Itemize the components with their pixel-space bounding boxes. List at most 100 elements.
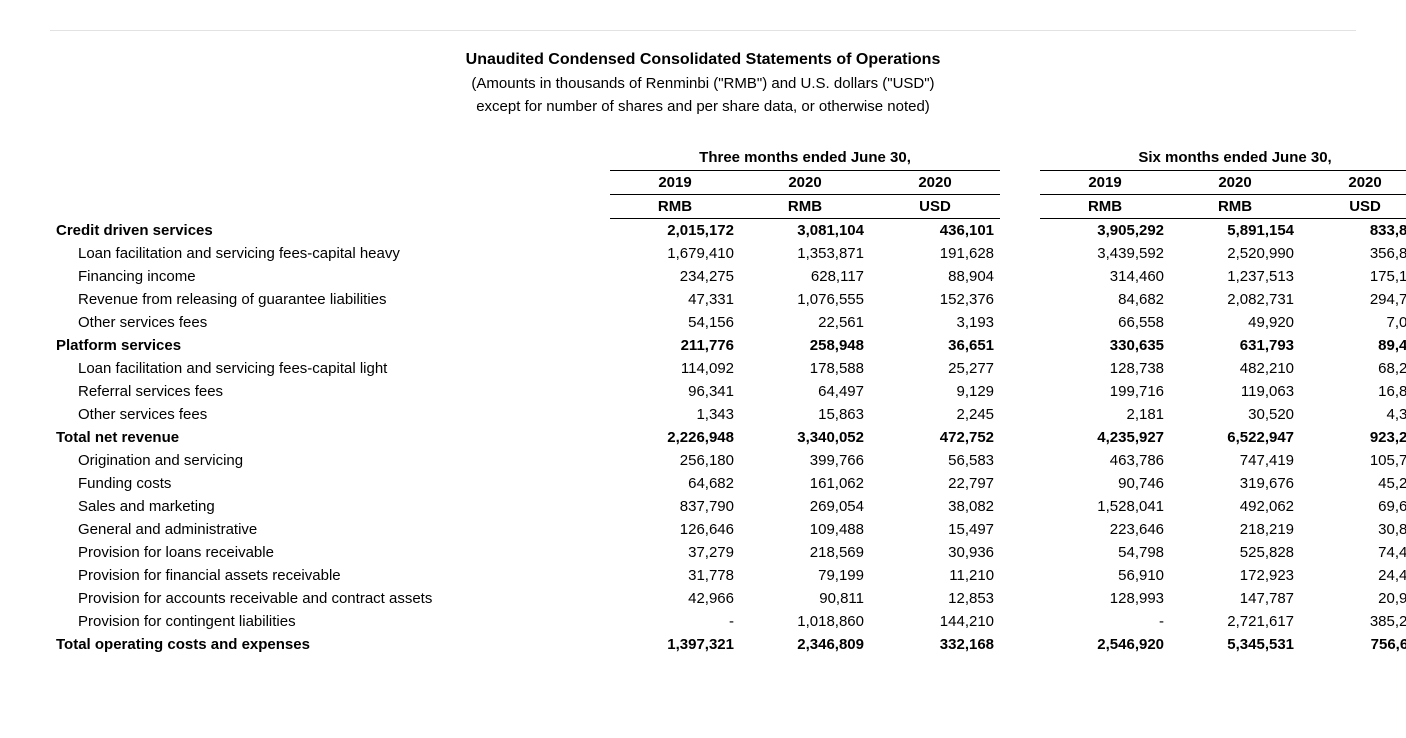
cell-value: 319,676 [1170, 472, 1300, 495]
cell-value: 147,787 [1170, 587, 1300, 610]
cell-value: 399,766 [740, 449, 870, 472]
cell-value: 463,786 [1040, 449, 1170, 472]
cell-value: 2,015,172 [610, 219, 740, 243]
cell-value: 175,159 [1300, 265, 1406, 288]
cell-value: 38,082 [870, 495, 1000, 518]
cell-value: 25,277 [870, 357, 1000, 380]
cell-value: - [1040, 610, 1170, 633]
cell-value: 49,920 [1170, 311, 1300, 334]
cell-value: 1,343 [610, 403, 740, 426]
row-label: Other services fees [50, 403, 610, 426]
table-row: Origination and servicing256,180399,7665… [50, 449, 1406, 472]
cell-value: 15,863 [740, 403, 870, 426]
cell-value: 69,647 [1300, 495, 1406, 518]
cell-value: 1,018,860 [740, 610, 870, 633]
cell-value: 79,199 [740, 564, 870, 587]
row-label: Provision for loans receivable [50, 541, 610, 564]
cell-value: 314,460 [1040, 265, 1170, 288]
cell-value: 1,237,513 [1170, 265, 1300, 288]
cell-value: 218,219 [1170, 518, 1300, 541]
cell-value: 294,791 [1300, 288, 1406, 311]
table-row: Other services fees1,34315,8632,245 2,181… [50, 403, 1406, 426]
cell-value: 15,497 [870, 518, 1000, 541]
cell-value: 1,679,410 [610, 242, 740, 265]
cell-value: 31,778 [610, 564, 740, 587]
cell-value: 6,522,947 [1170, 426, 1300, 449]
cell-value: 16,852 [1300, 380, 1406, 403]
cell-value: 66,558 [1040, 311, 1170, 334]
period-header-right: Six months ended June 30, [1040, 146, 1406, 171]
cell-value: 923,263 [1300, 426, 1406, 449]
cell-value: 330,635 [1040, 334, 1170, 357]
year-col-3: 2019 [1040, 171, 1170, 195]
cell-value: 30,936 [870, 541, 1000, 564]
cell-value: 22,797 [870, 472, 1000, 495]
cell-value: 2,546,920 [1040, 633, 1170, 656]
currency-col-2: USD [870, 195, 1000, 219]
row-label: General and administrative [50, 518, 610, 541]
table-row: Platform services211,776258,94836,651330… [50, 334, 1406, 357]
cell-value: 472,752 [870, 426, 1000, 449]
cell-value: 1,528,041 [1040, 495, 1170, 518]
row-label: Funding costs [50, 472, 610, 495]
cell-value: 2,721,617 [1170, 610, 1300, 633]
cell-value: 258,948 [740, 334, 870, 357]
cell-value: 54,156 [610, 311, 740, 334]
cell-value: 223,646 [1040, 518, 1170, 541]
financial-table-body: Credit driven services2,015,1723,081,104… [50, 219, 1406, 657]
cell-value: 128,738 [1040, 357, 1170, 380]
cell-value: 833,839 [1300, 219, 1406, 243]
statement-subtitle-2: except for number of shares and per shar… [50, 96, 1356, 119]
cell-value: 30,887 [1300, 518, 1406, 541]
cell-value: 88,904 [870, 265, 1000, 288]
row-label: Other services fees [50, 311, 610, 334]
currency-col-5: USD [1300, 195, 1406, 219]
statement-subtitle-1: (Amounts in thousands of Renminbi ("RMB"… [50, 73, 1356, 96]
cell-value: 436,101 [870, 219, 1000, 243]
cell-value: 3,081,104 [740, 219, 870, 243]
cell-value: 191,628 [870, 242, 1000, 265]
cell-value: 11,210 [870, 564, 1000, 587]
cell-value: 22,561 [740, 311, 870, 334]
row-label: Provision for contingent liabilities [50, 610, 610, 633]
row-label: Total operating costs and expenses [50, 633, 610, 656]
table-row: Other services fees54,15622,5613,19366,5… [50, 311, 1406, 334]
cell-value: 269,054 [740, 495, 870, 518]
cell-value: 2,245 [870, 403, 1000, 426]
year-col-5: 2020 [1300, 171, 1406, 195]
cell-value: 74,426 [1300, 541, 1406, 564]
year-col-1: 2020 [740, 171, 870, 195]
cell-value: 4,235,927 [1040, 426, 1170, 449]
row-label: Financing income [50, 265, 610, 288]
cell-value: 3,439,592 [1040, 242, 1170, 265]
statement-title: Unaudited Condensed Consolidated Stateme… [50, 51, 1356, 69]
cell-value: 56,910 [1040, 564, 1170, 587]
row-label: Credit driven services [50, 219, 610, 243]
table-row: Referral services fees96,34164,4979,1291… [50, 380, 1406, 403]
cell-value: 211,776 [610, 334, 740, 357]
cell-value: 2,520,990 [1170, 242, 1300, 265]
table-row: Provision for financial assets receivabl… [50, 564, 1406, 587]
cell-value: 30,520 [1170, 403, 1300, 426]
cell-value: 332,168 [870, 633, 1000, 656]
cell-value: 68,252 [1300, 357, 1406, 380]
cell-value: 1,397,321 [610, 633, 740, 656]
year-col-2: 2020 [870, 171, 1000, 195]
cell-value: 109,488 [740, 518, 870, 541]
cell-value: 747,419 [1170, 449, 1300, 472]
cell-value: 218,569 [740, 541, 870, 564]
row-label: Provision for financial assets receivabl… [50, 564, 610, 587]
cell-value: 24,476 [1300, 564, 1406, 587]
cell-value: 492,062 [1170, 495, 1300, 518]
cell-value: 628,117 [740, 265, 870, 288]
period-header-row: Three months ended June 30, Six months e… [50, 146, 1406, 171]
cell-value: 5,345,531 [1170, 633, 1300, 656]
table-row: Revenue from releasing of guarantee liab… [50, 288, 1406, 311]
table-row: Provision for contingent liabilities - 1,0… [50, 610, 1406, 633]
cell-value: 64,682 [610, 472, 740, 495]
cell-value: 5,891,154 [1170, 219, 1300, 243]
cell-value: 2,181 [1040, 403, 1170, 426]
statement-header: Unaudited Condensed Consolidated Stateme… [50, 51, 1356, 118]
table-row: Loan facilitation and servicing fees-cap… [50, 357, 1406, 380]
row-label: Referral services fees [50, 380, 610, 403]
